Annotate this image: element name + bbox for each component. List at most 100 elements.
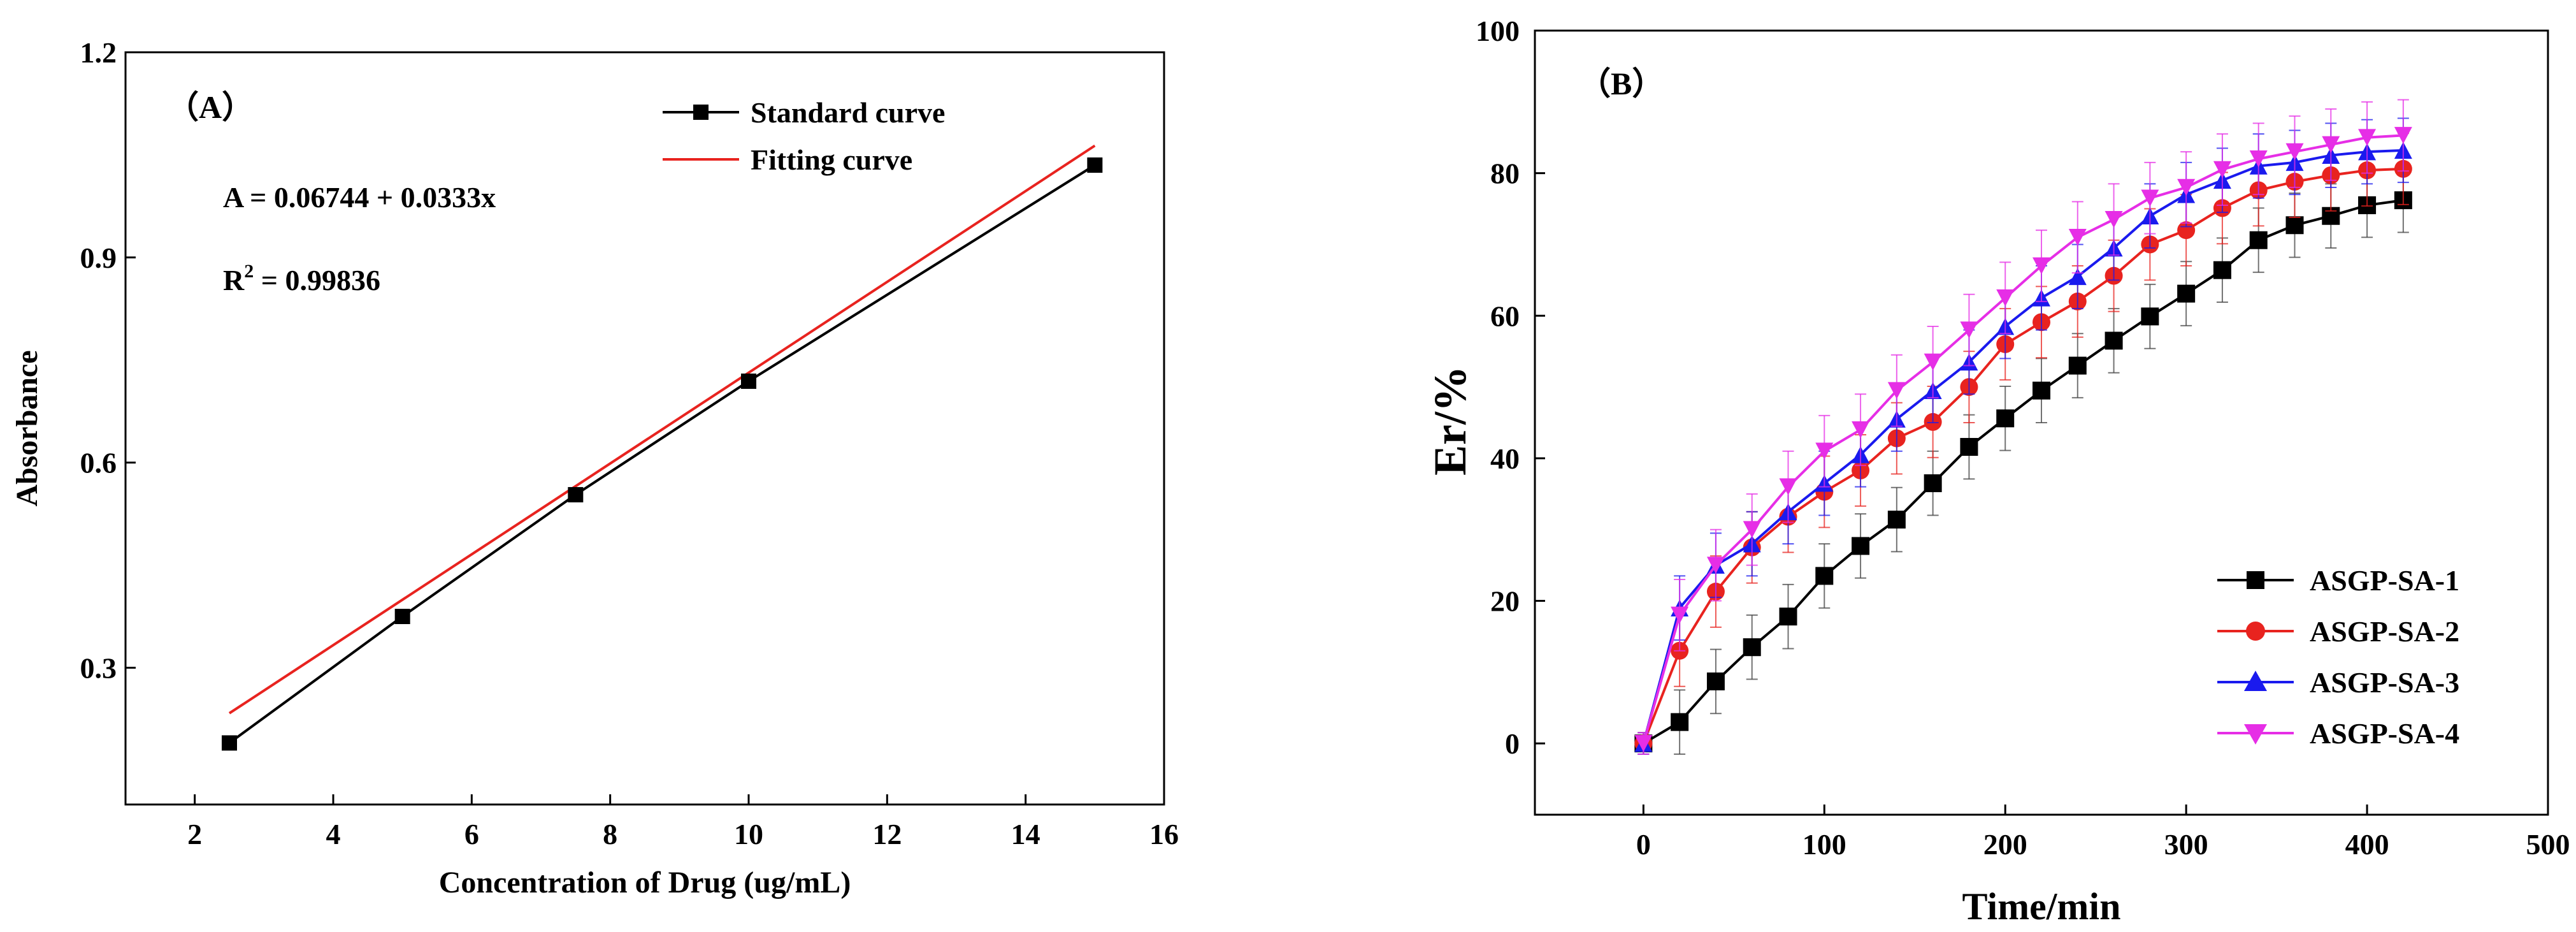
panel-a-x-tick-label: 4 — [326, 818, 341, 850]
panel-b-y-tick-label: 100 — [1476, 15, 1520, 47]
panel-a-x-tick-label: 8 — [603, 818, 617, 850]
data-point — [1924, 353, 1942, 371]
panel-a-x-axis-title: Concentration of Drug (ug/mL) — [439, 866, 851, 899]
r2-prefix: R — [223, 264, 245, 296]
data-point — [1671, 713, 1689, 731]
panel-b-x-tick-label: 100 — [1802, 828, 1846, 861]
data-point — [1887, 511, 1906, 529]
data-point — [2285, 216, 2304, 235]
data-point — [2141, 307, 2159, 326]
data-point — [2068, 228, 2087, 246]
data-point — [1887, 382, 1906, 399]
data-point — [1996, 409, 2015, 428]
legend-sa2-marker — [2246, 622, 2265, 641]
series-line — [1642, 167, 2403, 744]
legend-sa3-marker — [2244, 671, 2267, 691]
data-point — [2249, 231, 2268, 249]
standard-curve-point — [394, 609, 410, 624]
data-point — [2213, 161, 2231, 178]
panel-a-y-tick-label: 0.9 — [80, 242, 117, 274]
data-point — [2141, 189, 2159, 207]
panel-b-y-tick-label: 80 — [1490, 157, 1520, 190]
panel-a-label: （A） — [167, 89, 254, 125]
panel-a-x-tick-label: 12 — [872, 818, 902, 850]
legend-standard-label: Standard curve — [751, 96, 945, 129]
panel-b-chart: 0 100 200 300 400 500 0 20 40 60 80 100 （B） ASGP-SA… — [1425, 15, 2570, 928]
data-point — [2249, 150, 2268, 168]
panel-a-standard-curve-layer — [222, 157, 1103, 751]
panel-a-plot-frame — [124, 51, 1165, 806]
panel-a-x-tick-label: 10 — [734, 818, 763, 850]
data-point — [2394, 127, 2412, 144]
legend-sa1-label: ASGP-SA-1 — [2310, 564, 2459, 597]
data-point — [1924, 474, 1942, 493]
data-point — [1852, 537, 1870, 555]
data-point — [2177, 178, 2196, 196]
legend-sa2-label: ASGP-SA-2 — [2310, 615, 2459, 648]
data-point — [1815, 442, 1834, 460]
r2-superscript: 2 — [244, 261, 254, 282]
panel-b-legend: ASGP-SA-1 ASGP-SA-2 ASGP-SA-3 ASGP-SA-4 — [2217, 564, 2459, 750]
series-line — [1642, 134, 2403, 744]
panel-b-y-tick-label: 60 — [1490, 300, 1520, 332]
data-point — [1779, 608, 1797, 626]
data-point — [2033, 381, 2050, 400]
panel-b-label: （B） — [1579, 66, 1664, 101]
data-point — [2213, 261, 2231, 279]
standard-curve-line — [228, 164, 1096, 745]
data-point — [1815, 567, 1834, 585]
data-point — [1743, 521, 1761, 539]
series-asgp-sa-3 — [1634, 117, 2412, 755]
panel-b-ticks: 0 100 200 300 400 500 0 20 40 60 80 100 — [1476, 15, 2570, 861]
panel-a-x-tick-label: 14 — [1011, 818, 1040, 850]
legend-sa4-marker — [2244, 724, 2267, 745]
legend-standard-marker — [693, 105, 709, 120]
data-point — [2177, 221, 2196, 240]
standard-curve-point — [568, 487, 584, 503]
data-point — [2358, 129, 2377, 147]
data-point — [1706, 557, 1725, 574]
data-point — [2285, 143, 2304, 161]
standard-curve-point — [1087, 157, 1103, 173]
data-point — [2068, 356, 2087, 375]
panel-b-x-tick-label: 400 — [2345, 828, 2389, 861]
legend-sa3-label: ASGP-SA-3 — [2310, 666, 2459, 699]
series-asgp-sa-1 — [1634, 167, 2412, 755]
panel-b-x-tick-label: 500 — [2526, 828, 2570, 861]
legend-sa4-label: ASGP-SA-4 — [2310, 717, 2459, 750]
fitting-curve-line — [228, 144, 1096, 715]
panel-a-legend: Standard curve Fitting curve — [663, 96, 945, 176]
panel-b-y-tick-label: 0 — [1505, 727, 1520, 760]
panel-a-r-squared: R2 = 0.99836 — [223, 261, 380, 296]
panel-b-x-tick-label: 200 — [1983, 828, 2027, 861]
r2-value: = 0.99836 — [254, 264, 380, 296]
data-point — [1960, 321, 1978, 339]
standard-curve-point — [741, 373, 756, 389]
panel-a-y-tick-label: 0.6 — [80, 447, 117, 479]
legend-fitting-label: Fitting curve — [751, 143, 912, 176]
data-point — [1779, 478, 1797, 495]
panel-b-series-layer — [1634, 99, 2412, 755]
data-point — [1634, 734, 1653, 752]
data-point — [1671, 606, 1689, 624]
panel-b-x-tick-label: 300 — [2164, 828, 2208, 861]
panel-b-y-tick-label: 40 — [1490, 442, 1520, 475]
panel-a-equation: A = 0.06744 + 0.0333x — [223, 181, 496, 214]
data-point — [2105, 331, 2123, 350]
data-point — [1852, 421, 1870, 439]
legend-sa1-marker — [2247, 571, 2264, 589]
data-point — [2068, 268, 2087, 286]
panel-b-y-tick-label: 20 — [1490, 585, 1520, 618]
data-point — [2322, 136, 2340, 154]
panel-a-y-axis-title: Absorbance — [10, 350, 44, 506]
panel-a-chart: 2 4 6 8 10 12 14 16 0.3 0.6 0.9 1.2 （A） A = 0.06744… — [10, 36, 1179, 899]
series-line — [1642, 149, 2403, 744]
series-asgp-sa-4 — [1634, 99, 2412, 755]
panel-b-y-axis-title: Er/% — [1425, 366, 1476, 476]
data-point — [1706, 672, 1725, 690]
panel-a-fitting-curve-layer — [228, 144, 1096, 715]
panel-b-plot-frame — [1534, 29, 2549, 816]
panel-b-x-tick-label: 0 — [1636, 828, 1651, 861]
panel-a-x-tick-label: 16 — [1149, 818, 1179, 850]
